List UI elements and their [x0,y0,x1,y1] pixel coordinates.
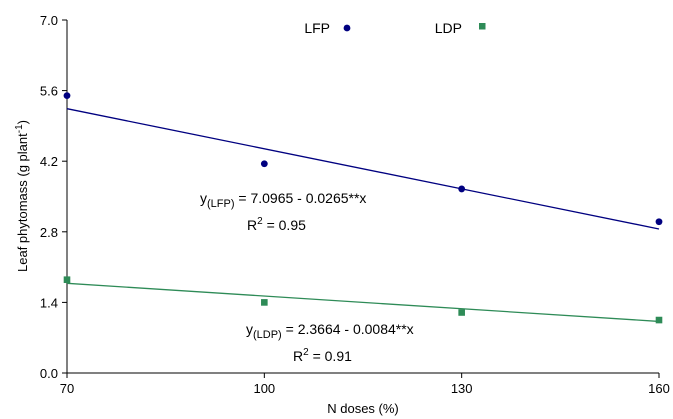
equation-lfp: y(LFP) = 7.0965 - 0.0265**x [200,190,366,210]
data-point-lfp [63,92,71,100]
axes [66,20,659,374]
y-tick-label: 0.0 [40,366,58,381]
y-tick-label: 5.6 [40,84,58,99]
trendline-lfp [66,108,660,230]
equation-ldp: y(LDP) = 2.3664 - 0.0084**x [246,321,414,341]
y-axis-title: Leaf phytomass (g plant-1) [14,120,30,272]
data-point-lfp [655,218,663,226]
y-tick-label: 1.4 [40,295,58,310]
y-tick-label: 2.8 [40,225,58,240]
y-tick-label: 7.0 [40,13,58,28]
data-point-ldp [63,276,71,284]
x-tick-label: 130 [451,381,473,396]
legend-label-ldp: LDP [435,20,462,36]
r2-lfp: R2 = 0.95 [247,216,306,233]
data-point-ldp [458,309,465,316]
y-tick-label: 4.2 [40,154,58,169]
legend-marker-lfp [343,24,351,32]
x-tick-label: 160 [648,381,670,396]
x-axis-title: N doses (%) [327,401,399,416]
r2-ldp: R2 = 0.91 [293,347,352,364]
legend-label-lfp: LFP [304,20,330,36]
data-point-ldp [655,316,663,324]
legend: LFP LDP [304,20,486,36]
x-tick-label: 70 [60,381,74,396]
x-tick-label: 100 [253,381,275,396]
legend-marker-ldp [479,23,486,30]
data-point-lfp [260,160,268,168]
trendline-ldp [66,282,660,323]
data-point-ldp [261,299,268,306]
data-point-lfp [458,185,466,193]
